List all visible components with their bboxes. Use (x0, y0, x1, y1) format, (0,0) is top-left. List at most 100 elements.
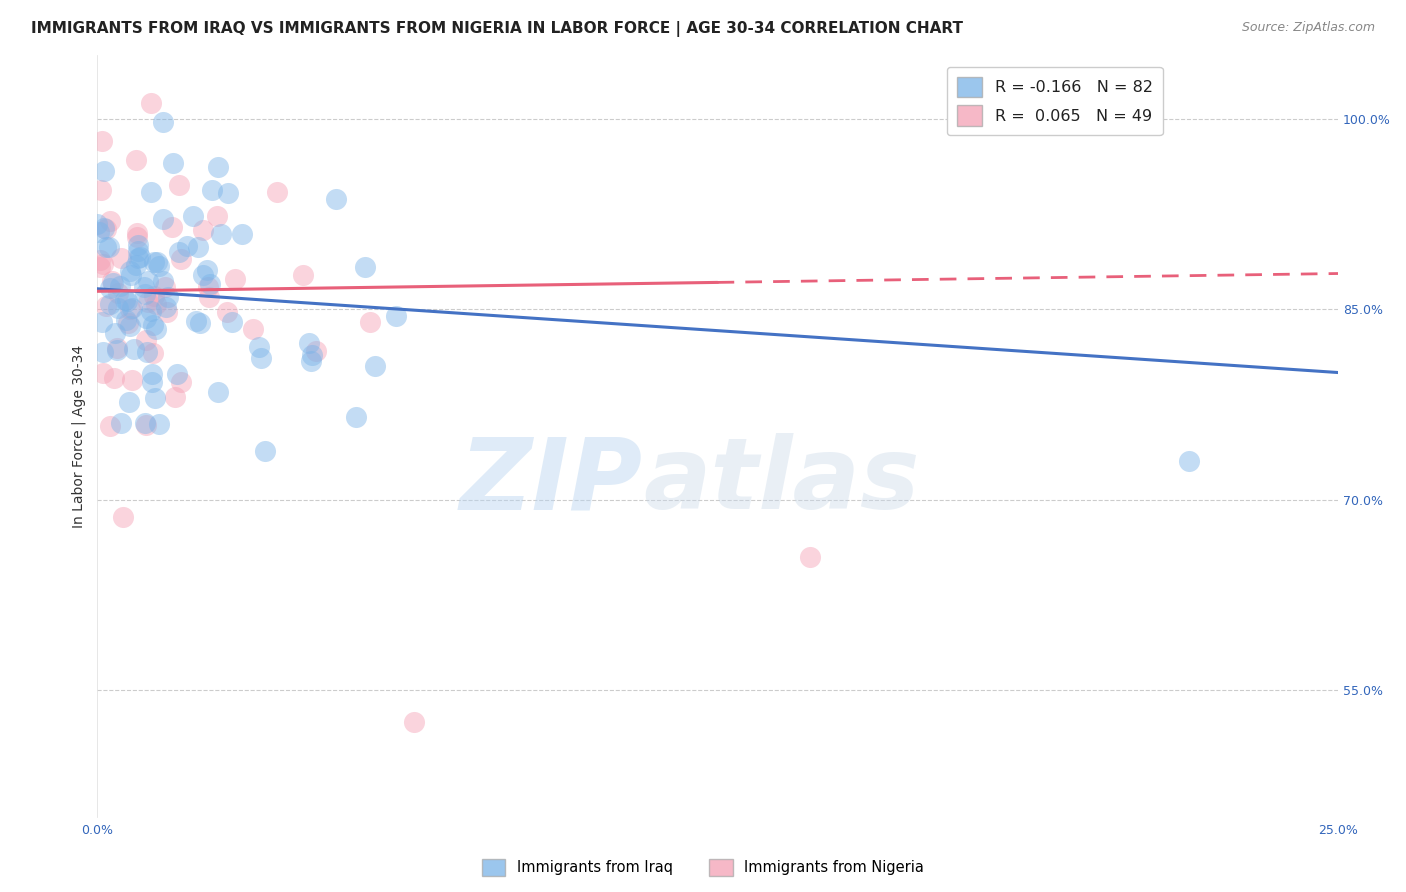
Point (94, 299, 117, 313)
Point (91, 367, 114, 381)
Point (110, 251, 132, 265)
Point (163, 390, 186, 404)
Point (187, 239, 209, 253)
Point (221, 314, 243, 328)
Point (249, 340, 271, 354)
Point (207, 160, 229, 174)
Point (215, 304, 238, 318)
Point (292, 268, 315, 282)
Point (353, 260, 375, 275)
Point (231, 227, 253, 242)
Point (139, 185, 162, 199)
Text: ZIP: ZIP (460, 434, 643, 530)
Point (127, 252, 149, 266)
Point (117, 317, 139, 331)
Point (170, 375, 193, 389)
Point (118, 264, 141, 278)
Point (124, 342, 146, 356)
Point (101, 277, 124, 291)
Point (148, 417, 170, 431)
Point (90, 315, 112, 329)
Point (142, 346, 165, 360)
Point (299, 354, 322, 368)
Point (128, 250, 150, 264)
Point (195, 262, 218, 277)
Point (166, 367, 188, 381)
Text: Source: ZipAtlas.com: Source: ZipAtlas.com (1241, 21, 1375, 34)
Point (176, 239, 198, 253)
Point (385, 309, 408, 323)
Point (148, 259, 170, 273)
Point (101, 274, 124, 288)
Point (193, 223, 215, 237)
Text: IMMIGRANTS FROM IRAQ VS IMMIGRANTS FROM NIGERIA IN LABOR FORCE | AGE 30-34 CORRE: IMMIGRANTS FROM IRAQ VS IMMIGRANTS FROM … (31, 21, 963, 37)
Point (115, 293, 138, 308)
Point (134, 417, 156, 431)
Point (162, 156, 184, 170)
Point (136, 295, 159, 310)
Point (181, 209, 204, 223)
Point (145, 297, 167, 311)
Point (198, 289, 221, 303)
Point (200, 277, 222, 291)
Point (224, 272, 246, 286)
Point (217, 186, 239, 200)
Point (155, 301, 177, 315)
Point (297, 335, 319, 350)
Point (121, 373, 143, 387)
Legend: R = -0.166   N = 82, R =  0.065   N = 49: R = -0.166 N = 82, R = 0.065 N = 49 (948, 67, 1163, 135)
Point (139, 96, 162, 111)
Point (103, 371, 125, 385)
Point (125, 258, 148, 272)
Point (90, 182, 112, 196)
Point (107, 301, 129, 315)
Point (127, 244, 149, 259)
Point (135, 333, 157, 347)
Point (104, 326, 127, 341)
Point (167, 244, 190, 259)
Point (134, 287, 156, 301)
Point (359, 315, 381, 329)
Point (142, 289, 165, 303)
Point (110, 416, 132, 430)
Point (344, 410, 367, 425)
Point (193, 268, 215, 282)
Point (184, 314, 207, 328)
Point (118, 395, 141, 409)
Point (402, 714, 425, 729)
Point (105, 341, 128, 355)
Point (114, 293, 136, 308)
Point (98, 239, 121, 253)
Point (146, 255, 169, 269)
Point (169, 178, 191, 192)
Point (94, 222, 117, 236)
Point (111, 510, 134, 524)
Point (110, 279, 132, 293)
Point (135, 345, 157, 359)
Point (207, 384, 229, 399)
Point (301, 348, 323, 362)
Point (152, 274, 174, 288)
Point (305, 344, 328, 359)
Point (145, 322, 167, 336)
Point (242, 322, 264, 336)
Point (156, 290, 179, 304)
Point (98, 214, 121, 228)
Point (91, 134, 114, 148)
Point (93, 163, 115, 178)
Point (121, 301, 143, 315)
Point (162, 220, 184, 235)
Y-axis label: In Labor Force | Age 30-34: In Labor Force | Age 30-34 (72, 344, 86, 527)
Point (98, 297, 121, 311)
Point (201, 182, 224, 196)
Point (250, 351, 273, 365)
Point (156, 305, 179, 319)
Point (142, 318, 165, 333)
Point (205, 209, 228, 223)
Point (127, 238, 149, 252)
Point (107, 285, 129, 300)
Point (141, 375, 163, 389)
Point (120, 301, 142, 316)
Point (91, 257, 114, 271)
Point (91, 345, 114, 359)
